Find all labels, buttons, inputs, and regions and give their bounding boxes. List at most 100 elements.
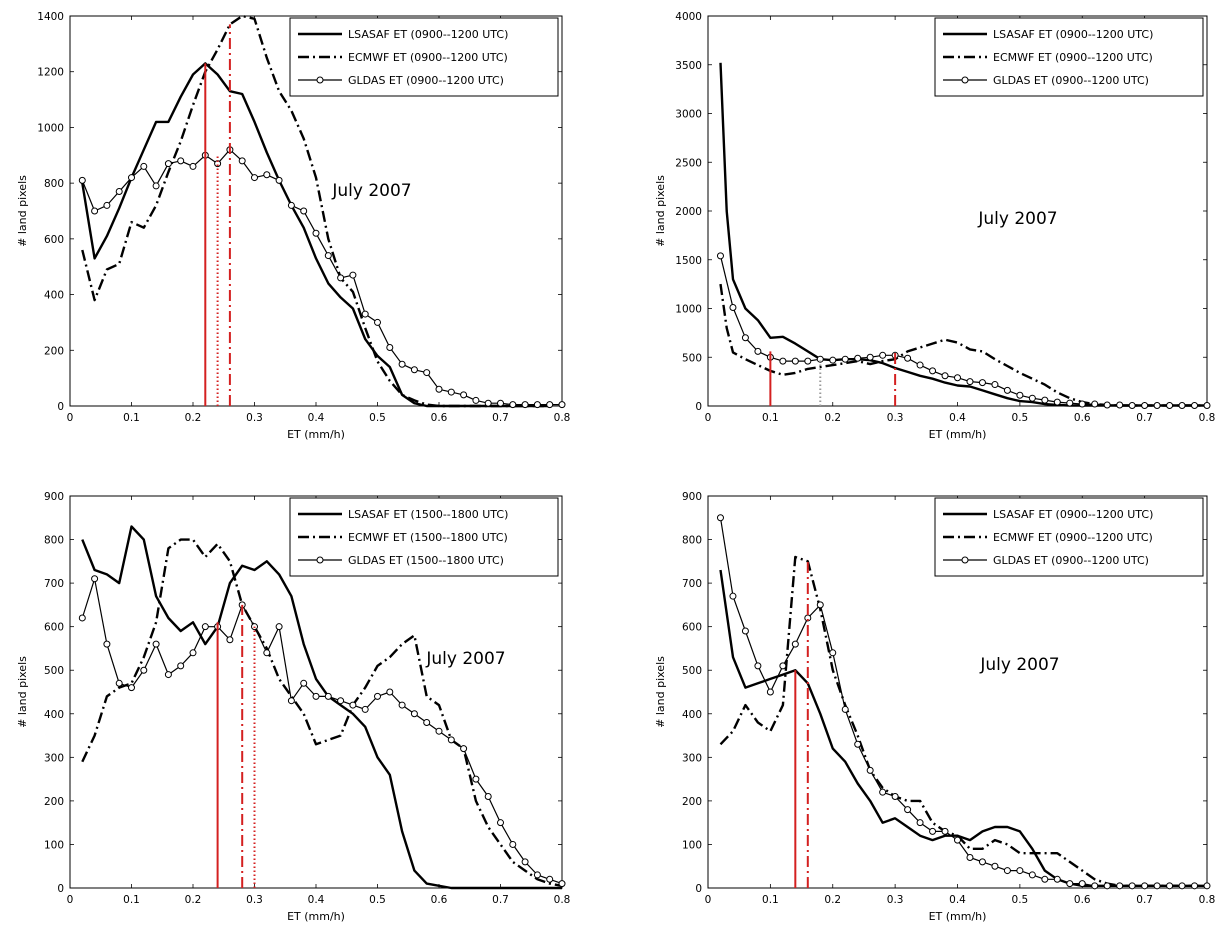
data-point [152, 640, 160, 648]
legend-marker [316, 556, 324, 564]
data-point [398, 360, 406, 368]
y-tick-label: 100 [682, 839, 702, 851]
data-point [497, 399, 504, 407]
data-point [1153, 882, 1161, 890]
series-line-3 [719, 517, 1207, 887]
x-tick-label: 0.7 [492, 412, 509, 424]
x-tick-label: 0.5 [1012, 412, 1029, 424]
data-point [374, 318, 381, 326]
data-point [779, 357, 787, 365]
x-tick-label: 0.3 [246, 894, 263, 906]
data-point [841, 355, 849, 363]
data-point [1166, 882, 1174, 890]
data-point [966, 854, 974, 862]
x-tick-label: 0.6 [431, 894, 448, 906]
data-point [78, 176, 86, 184]
y-tick-label: 2500 [675, 157, 702, 169]
data-point [716, 514, 724, 522]
data-point [1028, 871, 1036, 879]
data-point [1191, 402, 1199, 410]
data-point [716, 252, 724, 260]
series-line-2 [81, 14, 550, 408]
y-tick-label: 900 [44, 491, 64, 503]
data-point [854, 354, 862, 362]
data-point [729, 592, 737, 600]
data-point [1103, 882, 1111, 890]
legend-label-2: ECMWF ET (0900--1200 UTC) [993, 51, 1153, 64]
legend-marker [316, 76, 324, 84]
y-tick-label: 3500 [675, 60, 702, 72]
data-point [312, 692, 320, 700]
chart-panel-2: 0 0.1 0.2 0.3 0.4 0.5 0.6 0.7 0.8 0 500 1000 1500 200… [654, 11, 1215, 441]
data-point [115, 188, 123, 195]
y-tick-label: 1000 [675, 304, 702, 316]
data-point [546, 875, 554, 883]
y-tick-label: 200 [44, 796, 64, 808]
data-point [841, 705, 849, 713]
x-tick-label: 0.2 [185, 412, 202, 424]
data-point [472, 396, 480, 404]
data-point [423, 718, 431, 726]
data-point [991, 862, 999, 870]
data-point [349, 271, 357, 279]
data-point [816, 355, 824, 363]
y-tick-label: 200 [682, 796, 702, 808]
data-point [1091, 882, 1099, 890]
x-tick-label: 0.3 [887, 412, 904, 424]
data-point [929, 367, 937, 375]
legend-label-2: ECMWF ET (0900--1200 UTC) [993, 531, 1153, 544]
data-point [484, 793, 492, 801]
y-tick-label: 400 [44, 290, 64, 302]
data-point [1078, 400, 1086, 408]
data-point [866, 766, 874, 774]
x-tick-label: 0.2 [185, 894, 202, 906]
data-point [954, 836, 961, 844]
data-point [1141, 402, 1149, 410]
data-point [386, 688, 394, 696]
data-point [1053, 398, 1061, 406]
data-point [941, 372, 949, 380]
data-point [1128, 402, 1136, 410]
data-point [300, 679, 308, 687]
x-tick-label: 0.5 [369, 412, 386, 424]
data-point [854, 740, 862, 748]
data-point [966, 378, 974, 386]
x-tick-label: 0.3 [246, 412, 263, 424]
data-point [916, 361, 924, 369]
y-tick-label: 3000 [675, 109, 702, 121]
data-point [754, 662, 762, 670]
data-point [1003, 867, 1011, 875]
data-point [978, 379, 986, 387]
x-tick-label: 0 [67, 894, 74, 906]
y-axis-label: # land pixels [654, 175, 667, 247]
x-tick-label: 0.4 [308, 894, 325, 906]
data-point [287, 697, 295, 705]
data-point [263, 171, 271, 179]
data-point [1053, 875, 1061, 883]
data-point [741, 334, 749, 342]
y-axis-label: # land pixels [654, 656, 667, 728]
data-point [472, 775, 480, 783]
data-point [1166, 402, 1174, 410]
data-point [460, 391, 468, 399]
data-point [754, 347, 762, 355]
data-point [916, 819, 924, 827]
y-tick-label: 600 [44, 622, 64, 634]
y-tick-label: 0 [57, 401, 64, 413]
x-tick-label: 0.7 [492, 894, 509, 906]
data-point [140, 666, 148, 674]
data-point [78, 614, 86, 622]
data-point [447, 388, 455, 396]
data-point [829, 649, 837, 657]
y-tick-label: 0 [695, 883, 702, 895]
data-point [521, 401, 529, 409]
data-point [140, 162, 148, 170]
x-tick-label: 0.8 [554, 412, 571, 424]
data-point [879, 351, 887, 359]
data-point [152, 182, 160, 190]
data-point [1178, 882, 1186, 890]
y-tick-label: 900 [682, 491, 702, 503]
data-point [1041, 875, 1049, 883]
x-tick-label: 0 [705, 412, 712, 424]
